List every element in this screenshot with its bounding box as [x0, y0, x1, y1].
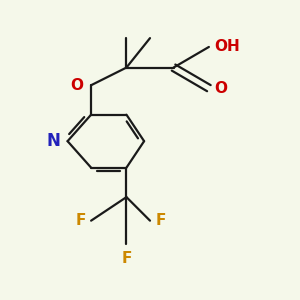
Text: F: F — [155, 213, 166, 228]
Text: O: O — [214, 81, 227, 96]
Text: OH: OH — [214, 39, 240, 54]
Text: N: N — [46, 132, 60, 150]
Text: O: O — [71, 78, 84, 93]
Text: F: F — [75, 213, 86, 228]
Text: F: F — [121, 251, 132, 266]
